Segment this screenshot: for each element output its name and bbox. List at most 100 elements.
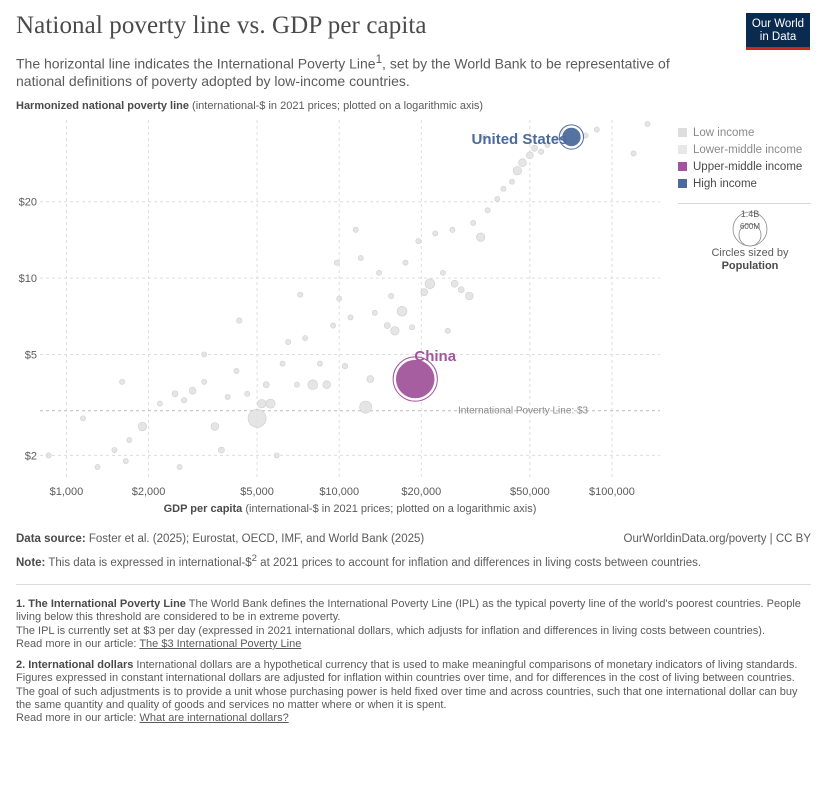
data-point-48[interactable]: [440, 269, 446, 276]
data-point-61[interactable]: [526, 151, 534, 160]
legend-item-upper-middle-income[interactable]: Upper-middle income: [678, 158, 802, 175]
data-point-16[interactable]: [247, 409, 267, 428]
data-point-51[interactable]: [457, 286, 465, 294]
data-point-0[interactable]: [94, 464, 101, 470]
data-point-22[interactable]: [285, 339, 292, 345]
legend-item-low-income[interactable]: Low income: [678, 124, 802, 141]
footnote-ref-1[interactable]: 1: [375, 53, 383, 66]
data-point-42[interactable]: [402, 259, 409, 266]
data-point-27[interactable]: [322, 380, 331, 389]
data-point-29[interactable]: [336, 295, 343, 302]
data-point-17[interactable]: [257, 399, 267, 409]
data-point-36[interactable]: [371, 309, 378, 316]
data-point-70[interactable]: [644, 121, 651, 127]
data-point-44[interactable]: [415, 238, 422, 244]
reference-line-group: International Poverty Line: $3: [40, 406, 660, 417]
data-point-28[interactable]: [330, 322, 337, 329]
data-point-14[interactable]: [236, 317, 243, 324]
data-point-2[interactable]: [122, 458, 129, 464]
scatter-chart[interactable]: International Poverty Line: $3 United St…: [0, 115, 680, 500]
intl-dollars-article-link[interactable]: What are international dollars?: [139, 712, 289, 725]
footnote-ref-2[interactable]: 2: [251, 553, 257, 564]
data-point-67[interactable]: [582, 132, 589, 139]
data-point-78[interactable]: [449, 226, 456, 233]
highlight-label-0[interactable]: United States: [472, 131, 568, 148]
data-point-26[interactable]: [317, 360, 323, 367]
data-point-18[interactable]: [262, 381, 270, 389]
data-point-57[interactable]: [500, 185, 507, 192]
data-point-60[interactable]: [518, 158, 527, 167]
data-point-58[interactable]: [509, 178, 515, 185]
data-point-21[interactable]: [279, 360, 286, 367]
data-point-35[interactable]: [366, 375, 375, 383]
data-point-77[interactable]: [333, 259, 340, 266]
highlight-point-0[interactable]: [561, 126, 582, 148]
data-point-38[interactable]: [383, 322, 391, 329]
data-point-1[interactable]: [111, 447, 118, 453]
data-point-5[interactable]: [156, 400, 163, 407]
ipl-article-link[interactable]: The $3 International Poverty Line: [139, 637, 302, 650]
data-point-40[interactable]: [390, 326, 400, 336]
data-point-74[interactable]: [201, 351, 208, 358]
data-point-41[interactable]: [396, 306, 408, 317]
data-point-20[interactable]: [273, 452, 280, 459]
data-point-56[interactable]: [494, 196, 501, 202]
data-point-8[interactable]: [188, 386, 197, 395]
data-point-4[interactable]: [137, 421, 148, 432]
data-point-71[interactable]: [80, 415, 86, 422]
data-point-7[interactable]: [181, 397, 188, 404]
data-point-43[interactable]: [409, 324, 415, 331]
data-point-50[interactable]: [450, 279, 459, 288]
data-point-65[interactable]: [552, 135, 559, 142]
data-point-23[interactable]: [294, 381, 300, 388]
data-point-13[interactable]: [233, 368, 240, 374]
data-point-24[interactable]: [302, 335, 309, 342]
data-point-6[interactable]: [171, 390, 179, 398]
chart-grid: [40, 120, 660, 480]
data-point-30[interactable]: [341, 363, 349, 370]
data-point-33[interactable]: [357, 255, 364, 261]
data-point-53[interactable]: [470, 220, 477, 226]
data-point-3[interactable]: [126, 437, 133, 443]
data-point-73[interactable]: [176, 464, 183, 470]
data-point-63[interactable]: [538, 148, 545, 155]
data-source-text[interactable]: Foster et al. (2025); Eurostat, OECD, IM…: [85, 533, 425, 545]
data-point-9[interactable]: [201, 378, 208, 385]
data-point-34[interactable]: [359, 400, 372, 414]
legend-item-high-income[interactable]: High income: [678, 175, 802, 192]
data-point-10[interactable]: [210, 422, 220, 431]
data-point-72[interactable]: [45, 452, 52, 459]
data-point-54[interactable]: [476, 232, 486, 242]
data-point-37[interactable]: [376, 269, 382, 276]
y-tick-label-3: $20: [19, 197, 37, 209]
data-point-39[interactable]: [388, 292, 395, 300]
data-point-75[interactable]: [119, 378, 126, 385]
highlight-label-1[interactable]: China: [414, 348, 456, 365]
data-point-45[interactable]: [420, 288, 429, 296]
data-point-47[interactable]: [432, 230, 439, 237]
owid-logo[interactable]: Our World in Data: [746, 13, 810, 50]
data-point-31[interactable]: [347, 314, 354, 321]
highlight-point-1[interactable]: [395, 359, 436, 400]
data-point-46[interactable]: [424, 278, 436, 289]
legend-swatch: [678, 145, 687, 154]
data-point-68[interactable]: [593, 126, 600, 133]
data-point-49[interactable]: [444, 327, 451, 334]
data-point-64[interactable]: [544, 142, 551, 148]
credit-link[interactable]: OurWorldinData.org/poverty | CC BY: [623, 533, 811, 545]
data-point-12[interactable]: [224, 394, 231, 400]
data-point-32[interactable]: [352, 226, 359, 233]
data-point-55[interactable]: [484, 207, 491, 214]
data-point-15[interactable]: [244, 390, 251, 397]
legend-item-lower-middle-income[interactable]: Lower-middle income: [678, 141, 802, 158]
data-point-69[interactable]: [630, 150, 637, 157]
data-point-62[interactable]: [531, 144, 538, 152]
data-point-59[interactable]: [512, 166, 522, 176]
data-point-52[interactable]: [465, 291, 474, 301]
data-point-19[interactable]: [265, 398, 276, 409]
data-point-11[interactable]: [218, 446, 225, 454]
data-point-76[interactable]: [297, 291, 304, 298]
data-point-79[interactable]: [481, 134, 488, 140]
data-point-25[interactable]: [307, 379, 318, 390]
y-axis-label: Harmonized national poverty line (intern…: [16, 100, 483, 112]
